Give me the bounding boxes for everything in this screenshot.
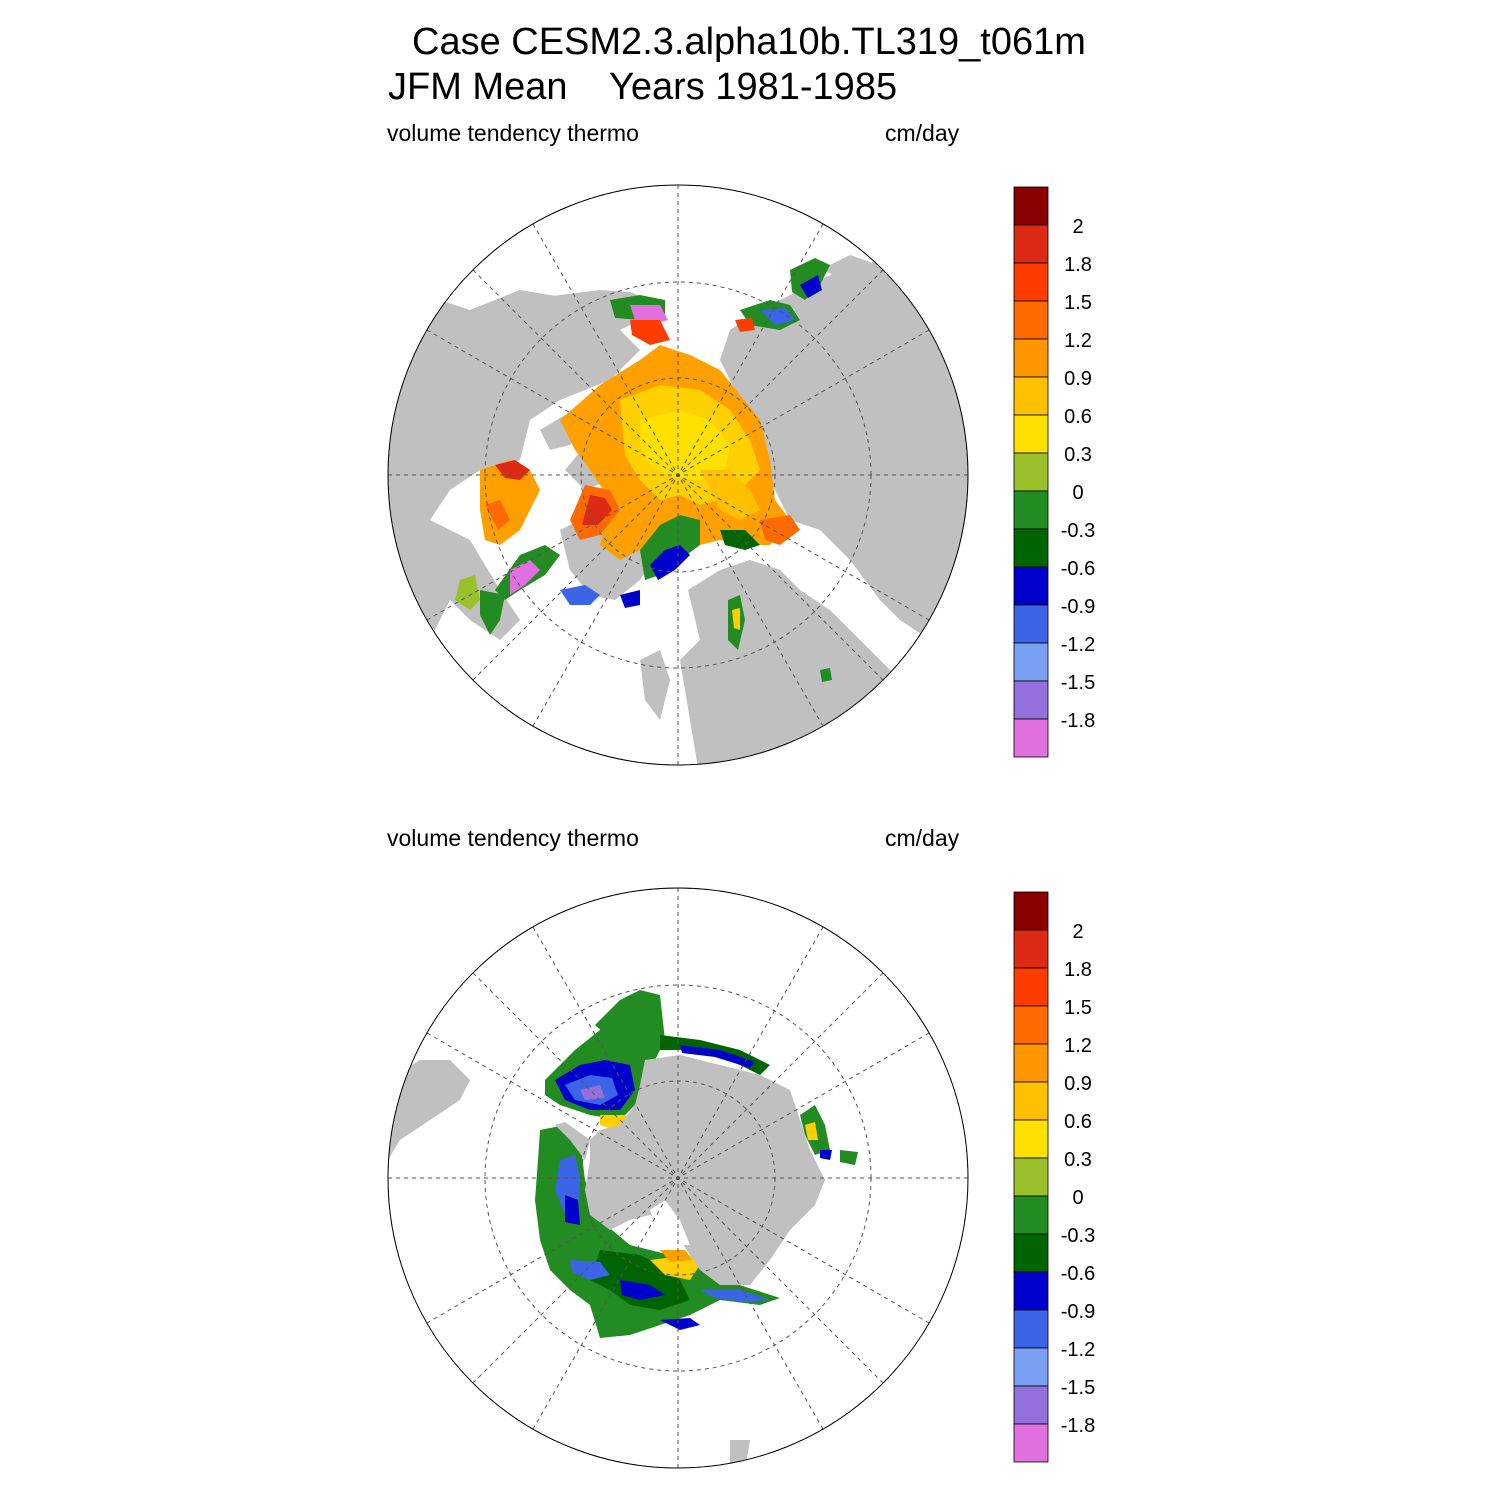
south-colorbar-tick-label: -1.2 — [1061, 1339, 1095, 1361]
north-colorbar-swatch — [1013, 224, 1049, 264]
north-colorbar-tick-label: 0.3 — [1064, 444, 1092, 466]
south-land — [388, 1055, 825, 1468]
north-panel-variable-label: volume tendency thermo — [387, 120, 639, 146]
north-panel-units-label: cm/day — [885, 120, 960, 146]
north-colorbar-tick-label: -0.3 — [1061, 520, 1095, 542]
north-colorbar-tick-label: 1.8 — [1064, 254, 1092, 276]
south-polar-map — [387, 887, 969, 1469]
south-colorbar-tick-label: 1.2 — [1064, 1035, 1092, 1057]
figure-title-line1: Case CESM2.3.alpha10b.TL319_t061m — [412, 21, 1086, 63]
north-colorbar-tick-label: -1.5 — [1061, 672, 1095, 694]
south-colorbar-swatch — [1013, 1309, 1049, 1349]
north-graticule — [388, 185, 968, 765]
north-colorbar-tick-label: 1.5 — [1064, 292, 1092, 314]
north-colorbar-tick-label: 0.6 — [1064, 406, 1092, 428]
south-sea-ice-field — [535, 990, 858, 1338]
north-colorbar-tick-label: 1.2 — [1064, 330, 1092, 352]
north-colorbar-swatch — [1013, 414, 1049, 454]
south-panel-units-label: cm/day — [885, 825, 960, 851]
south-colorbar-tick-label: -1.5 — [1061, 1377, 1095, 1399]
south-colorbar-swatch — [1013, 967, 1049, 1007]
south-colorbar-swatch — [1013, 929, 1049, 969]
north-colorbar-swatch — [1013, 566, 1049, 606]
north-colorbar-tick-label: -1.2 — [1061, 634, 1095, 656]
north-colorbar-tick-label: -0.6 — [1061, 558, 1095, 580]
north-colorbar-tick-label: 0.9 — [1064, 368, 1092, 390]
south-colorbar-tick-label: 0.6 — [1064, 1111, 1092, 1133]
south-colorbar-swatch — [1013, 1195, 1049, 1235]
north-colorbar-swatch — [1013, 642, 1049, 682]
north-colorbar-tick-label: 2 — [1072, 216, 1083, 238]
north-colorbar-tick-label: 0 — [1072, 482, 1083, 504]
south-colorbar-tick-label: 0.3 — [1064, 1149, 1092, 1171]
north-colorbar-swatch — [1013, 528, 1049, 568]
south-colorbar-tick-label: -0.3 — [1061, 1225, 1095, 1247]
south-colorbar-tick-label: 0.9 — [1064, 1073, 1092, 1095]
south-colorbar-tick-label: 0 — [1072, 1187, 1083, 1209]
south-colorbar-tick-label: 1.5 — [1064, 997, 1092, 1019]
south-colorbar-swatch — [1013, 1271, 1049, 1311]
south-colorbar-tick-label: -1.8 — [1061, 1415, 1095, 1437]
south-colorbar-tick-label: -0.6 — [1061, 1263, 1095, 1285]
south-colorbar-swatch — [1013, 1423, 1049, 1463]
south-colorbar-swatch — [1013, 1081, 1049, 1121]
south-colorbar-swatch — [1013, 1233, 1049, 1273]
south-colorbar-tick-label: -0.9 — [1061, 1301, 1095, 1323]
south-colorbar-swatch — [1013, 1005, 1049, 1045]
north-polar-map — [387, 184, 969, 766]
north-colorbar-tick-label: -0.9 — [1061, 596, 1095, 618]
south-colorbar-swatch — [1013, 1119, 1049, 1159]
north-colorbar-swatch — [1013, 376, 1049, 416]
north-colorbar-swatch — [1013, 490, 1049, 530]
north-colorbar-swatch — [1013, 262, 1049, 302]
north-colorbar: 2 1.8 1.5 1.2 0.9 0.6 0.3 0 -0.3 -0.6 -0.9 -1.2 -1.5… — [1013, 186, 1095, 758]
south-colorbar-swatch — [1013, 1157, 1049, 1197]
north-colorbar-swatch — [1013, 300, 1049, 340]
north-colorbar-swatch — [1013, 186, 1049, 226]
south-colorbar-swatch — [1013, 1347, 1049, 1387]
south-panel-variable-label: volume tendency thermo — [387, 825, 639, 851]
north-colorbar-tick-label: -1.8 — [1061, 710, 1095, 732]
south-colorbar-tick-label: 2 — [1072, 921, 1083, 943]
north-colorbar-swatch — [1013, 718, 1049, 758]
north-colorbar-swatch — [1013, 604, 1049, 644]
figure-title-line2: JFM Mean Years 1981-1985 — [388, 66, 898, 108]
south-colorbar-tick-label: 1.8 — [1064, 959, 1092, 981]
south-colorbar-swatch — [1013, 1385, 1049, 1425]
south-colorbar-swatch — [1013, 891, 1049, 931]
north-colorbar-swatch — [1013, 338, 1049, 378]
south-colorbar: 2 1.8 1.5 1.2 0.9 0.6 0.3 0 -0.3 -0.6 -0.9 -1.2 -1.5… — [1013, 891, 1095, 1463]
north-colorbar-swatch — [1013, 680, 1049, 720]
south-colorbar-swatch — [1013, 1043, 1049, 1083]
south-graticule — [388, 888, 968, 1468]
south-map-border — [387, 887, 969, 1469]
north-colorbar-swatch — [1013, 452, 1049, 492]
north-map-border — [387, 184, 969, 766]
